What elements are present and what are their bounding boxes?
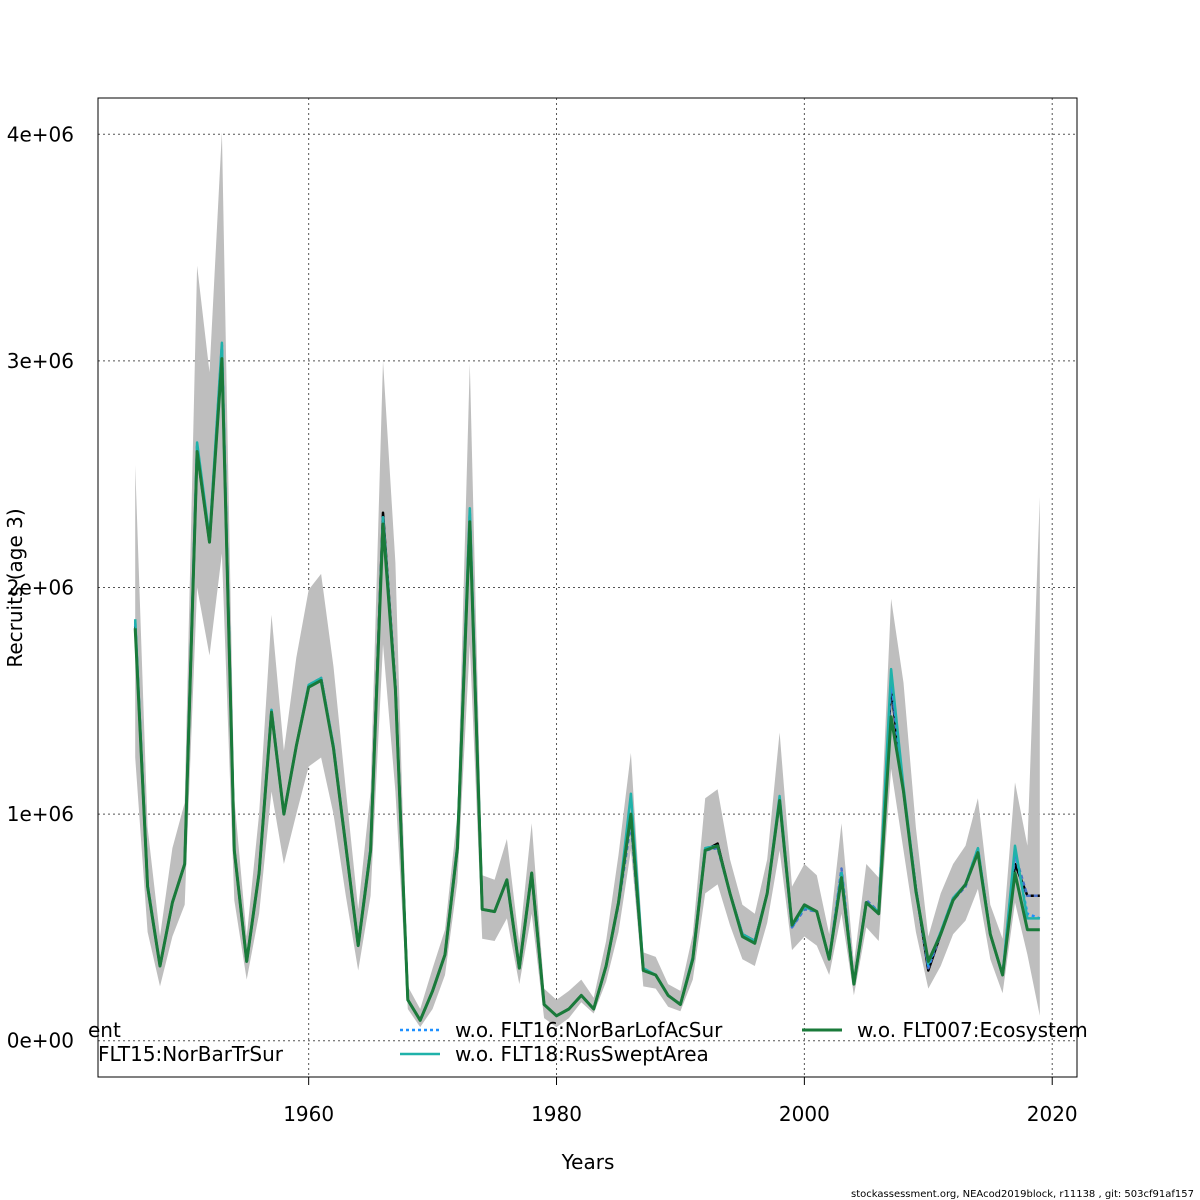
- legend-label-3: w.o. FLT18:RusSweptArea: [455, 1042, 709, 1066]
- series-line-4: [133, 357, 1040, 1022]
- legend-label-1: FLT15:NorBarTrSur: [98, 1042, 284, 1066]
- x-tick-label-1960: 1960: [283, 1102, 334, 1126]
- legend-label-0: ent: [88, 1018, 121, 1042]
- x-axis-title: Years: [561, 1150, 615, 1174]
- y-tick-label-4e+06: 4e+06: [7, 122, 74, 146]
- confidence-band: [135, 132, 1040, 1028]
- y-tick-label-2e+06: 2e+06: [7, 576, 74, 600]
- y-tick-label-1e+06: 1e+06: [7, 802, 74, 826]
- x-tick-label-1980: 1980: [531, 1102, 582, 1126]
- y-axis-title: Recruits (age 3): [3, 508, 27, 667]
- footer-note: stockassessment.org, NEAcod2019block, r1…: [851, 1189, 1194, 1200]
- legend-label-2: w.o. FLT16:NorBarLofAcSur: [455, 1018, 723, 1042]
- legend-label-4: w.o. FLT007:Ecosystem: [857, 1018, 1088, 1042]
- x-tick-label-2020: 2020: [1027, 1102, 1078, 1126]
- x-axis: 1960 1980 2000 2020: [283, 1076, 1078, 1126]
- series-lines: [133, 341, 1041, 1022]
- y-axis: 0e+00 1e+06 2e+06 3e+06 4e+06: [7, 122, 74, 1052]
- y-tick-label-0e+00: 0e+00: [7, 1029, 74, 1053]
- y-tick-label-3e+06: 3e+06: [7, 349, 74, 373]
- x-tick-label-2000: 2000: [779, 1102, 830, 1126]
- confidence-interval-area: [135, 132, 1040, 1028]
